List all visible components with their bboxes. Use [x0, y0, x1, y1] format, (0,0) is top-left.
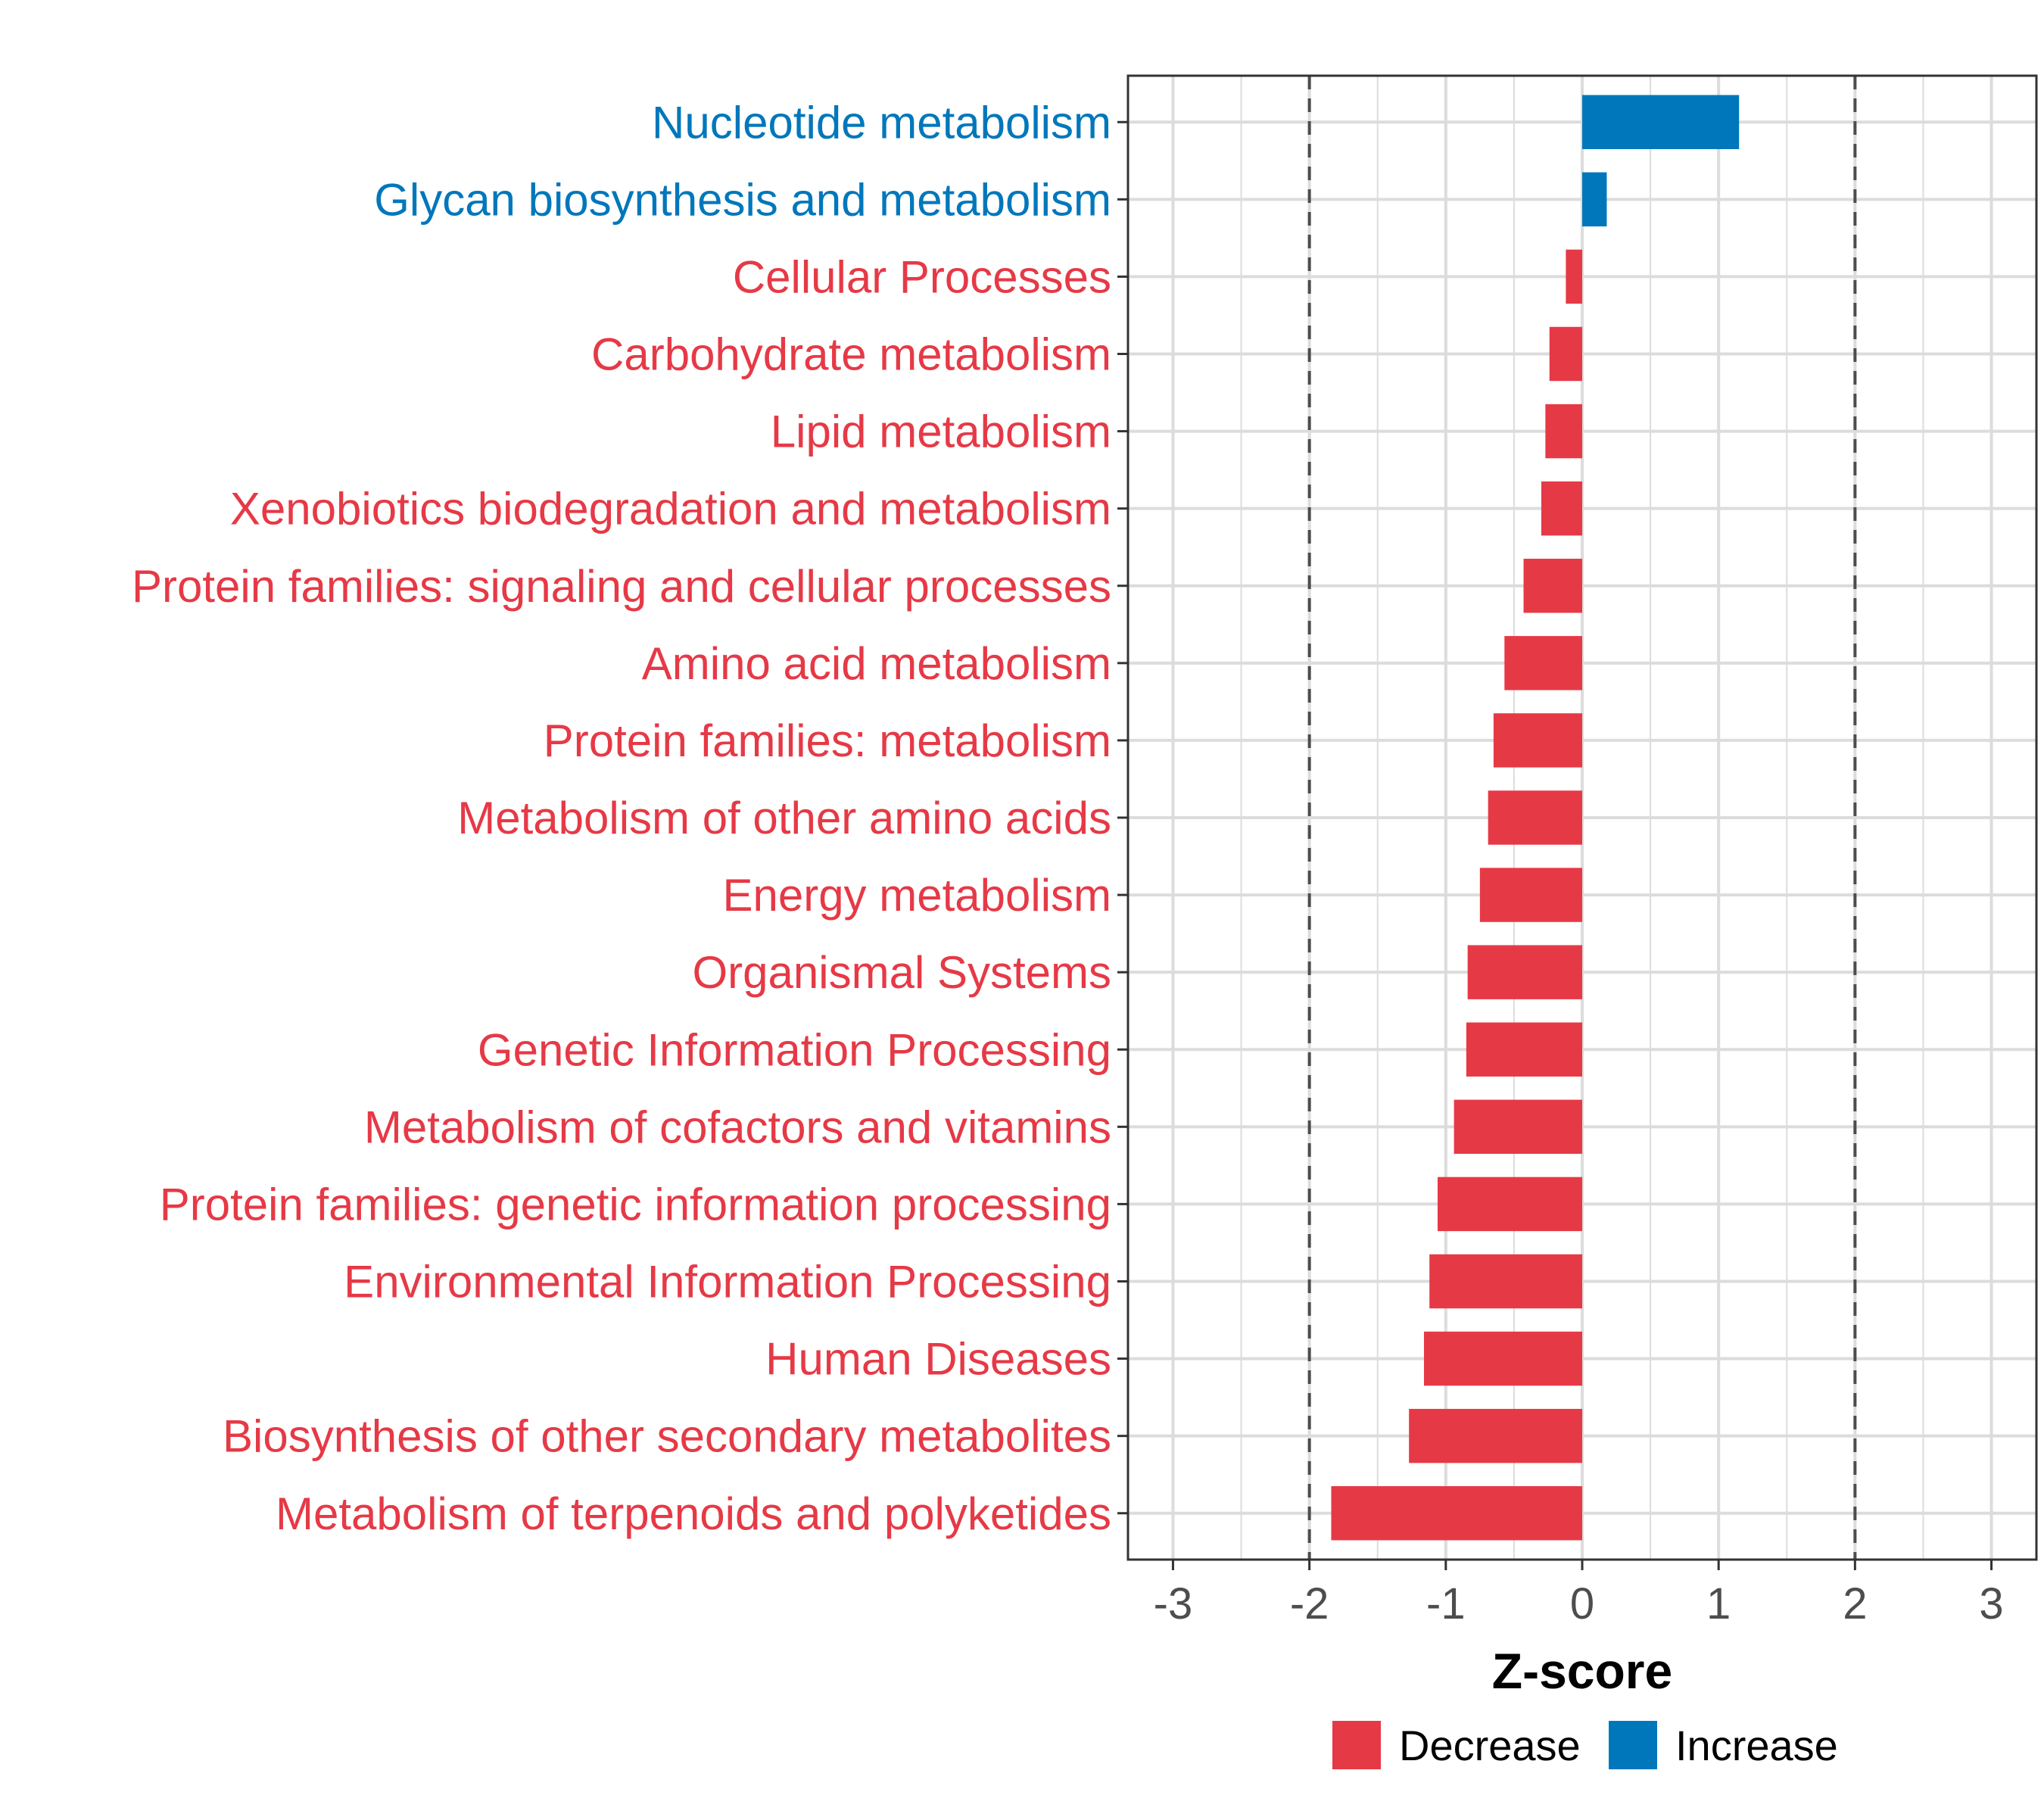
- bar-decrease: [1438, 1177, 1582, 1232]
- bar-decrease: [1429, 1254, 1582, 1309]
- bar-decrease: [1493, 713, 1582, 768]
- category-label: Xenobiotics biodegradation and metabolis…: [230, 484, 1111, 535]
- category-label: Protein families: genetic information pr…: [160, 1179, 1111, 1230]
- category-label: Energy metabolism: [722, 870, 1111, 921]
- bar-decrease: [1331, 1486, 1582, 1541]
- category-label: Biosynthesis of other secondary metaboli…: [223, 1411, 1111, 1462]
- legend-label-decrease: Decrease: [1399, 1722, 1581, 1769]
- bar-decrease: [1549, 326, 1582, 382]
- bar-decrease: [1409, 1408, 1582, 1463]
- bar-decrease: [1523, 559, 1582, 613]
- x-tick-label: 0: [1570, 1579, 1594, 1628]
- category-label: Environmental Information Processing: [344, 1257, 1111, 1307]
- bar-decrease: [1466, 1022, 1582, 1077]
- category-label: Metabolism of cofactors and vitamins: [364, 1102, 1111, 1152]
- bar-decrease: [1479, 868, 1582, 922]
- bar-decrease: [1488, 790, 1582, 845]
- bars: [1331, 95, 1740, 1541]
- category-label: Organismal Systems: [693, 947, 1111, 998]
- category-label: Genetic Information Processing: [478, 1024, 1111, 1075]
- legend-swatch-increase: [1609, 1721, 1657, 1769]
- category-label: Metabolism of terpenoids and polyketides: [276, 1488, 1111, 1539]
- category-label: Nucleotide metabolism: [652, 97, 1111, 148]
- category-label: Protein families: metabolism: [544, 715, 1111, 766]
- bar-decrease: [1541, 481, 1582, 536]
- bar-decrease: [1545, 404, 1582, 459]
- x-tick-label: -1: [1426, 1579, 1466, 1628]
- y-axis-labels: Nucleotide metabolism Glycan biosynthesis…: [132, 97, 1111, 1539]
- bar-decrease: [1454, 1099, 1582, 1155]
- bar-decrease: [1566, 249, 1582, 304]
- bar-decrease: [1504, 636, 1582, 690]
- legend: Decrease Increase: [1332, 1721, 1838, 1769]
- x-tick-label: -2: [1290, 1579, 1329, 1628]
- x-axis-ticks: [1171, 1560, 1993, 1570]
- category-label: Amino acid metabolism: [642, 638, 1111, 689]
- x-tick-label: 2: [1843, 1579, 1867, 1628]
- bar-decrease: [1467, 945, 1582, 999]
- legend-swatch-decrease: [1332, 1721, 1381, 1769]
- reference-lines: [1307, 76, 1857, 1560]
- category-label: Protein families: signaling and cellular…: [132, 561, 1111, 612]
- x-tick-label: -3: [1154, 1579, 1193, 1628]
- x-tick-label: 1: [1706, 1579, 1731, 1628]
- bar-decrease: [1423, 1331, 1582, 1386]
- category-label: Carbohydrate metabolism: [591, 329, 1111, 380]
- category-label: Human Diseases: [765, 1334, 1111, 1385]
- category-label: Lipid metabolism: [771, 407, 1111, 457]
- category-label: Metabolism of other amino acids: [457, 793, 1111, 843]
- x-axis-title: Z-score: [1492, 1643, 1672, 1699]
- x-tick-label: 3: [1979, 1579, 2003, 1628]
- category-label: Cellular Processes: [733, 251, 1111, 302]
- x-axis-labels: -3 -2 -1 0 1 2 3: [1154, 1579, 2004, 1628]
- legend-label-increase: Increase: [1675, 1722, 1838, 1769]
- category-label: Glycan biosynthesis and metabolism: [374, 174, 1111, 225]
- bar-increase: [1582, 172, 1607, 227]
- y-axis-ticks: [1117, 120, 1128, 1515]
- bar-increase: [1582, 95, 1740, 149]
